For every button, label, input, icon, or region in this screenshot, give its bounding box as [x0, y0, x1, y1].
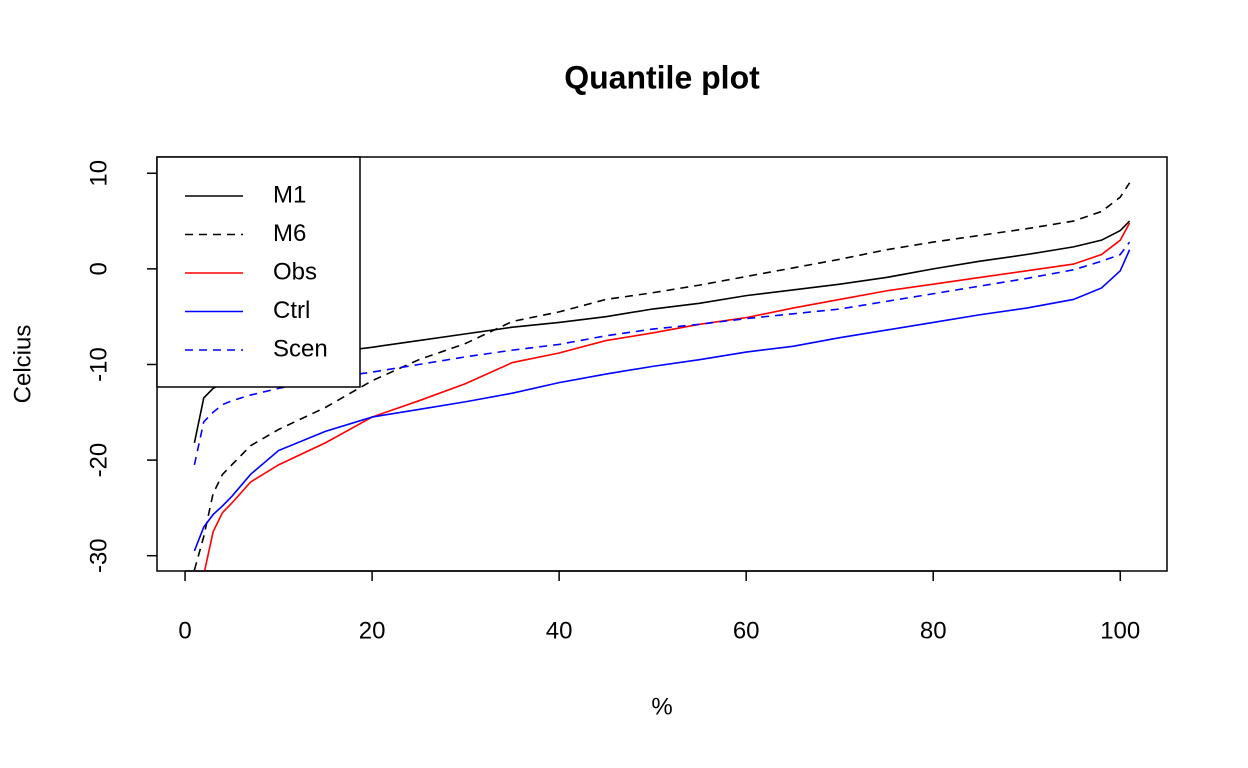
legend-label: Obs: [273, 258, 317, 285]
legend-label: Scen: [273, 335, 328, 362]
legend-box: [156, 156, 361, 388]
series-line: [193, 241, 1131, 466]
series-line: [203, 222, 1131, 571]
x-tick-label: 80: [920, 617, 947, 644]
legend-label: M1: [273, 181, 306, 208]
y-tick-label: -10: [85, 347, 112, 382]
series-line: [193, 249, 1131, 552]
y-tick-label: 0: [85, 262, 112, 275]
y-tick-label: 10: [85, 160, 112, 187]
x-axis-label: %: [651, 693, 672, 720]
legend-label: M6: [273, 220, 306, 247]
y-tick-label: -20: [85, 443, 112, 478]
x-tick-label: 0: [178, 617, 191, 644]
x-tick-label: 60: [733, 617, 760, 644]
legend: M1 M6 Obs Ctrl Scen: [156, 156, 361, 388]
y-tick-label: -30: [85, 538, 112, 573]
y-axis-label: Celcius: [9, 325, 36, 404]
chart-title: Quantile plot: [564, 59, 760, 95]
legend-label: Ctrl: [273, 297, 310, 324]
x-tick-label: 20: [359, 617, 386, 644]
x-tick-label: 100: [1100, 617, 1140, 644]
x-tick-label: 40: [546, 617, 573, 644]
